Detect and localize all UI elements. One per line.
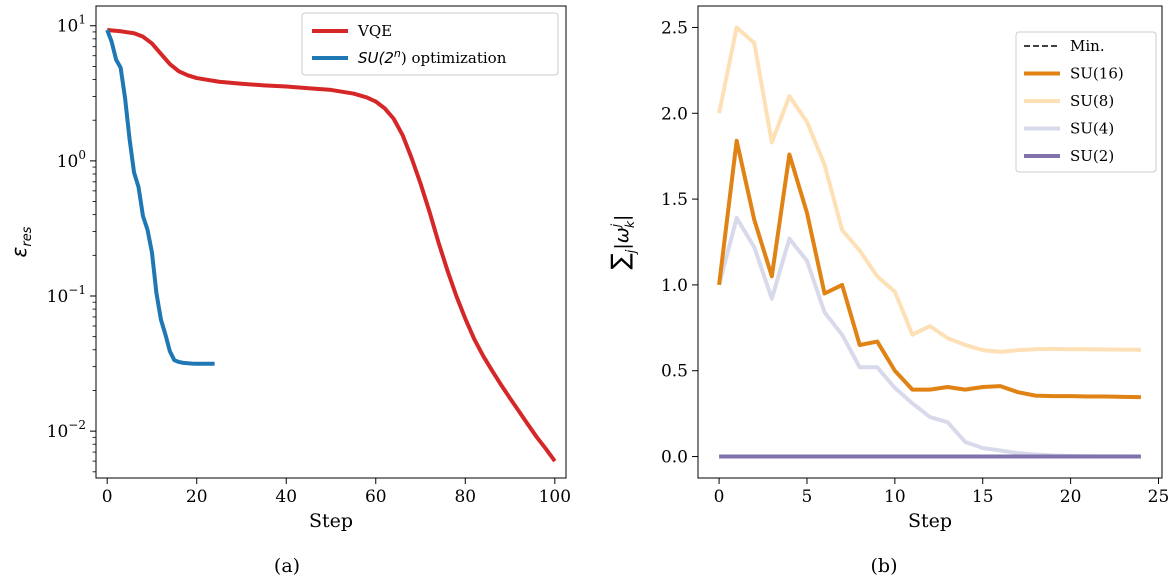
x-axis-label-b: Step [908,510,952,532]
x-tick-label-a: 80 [454,487,476,507]
series-line-b-su8 [717,25,1141,354]
legend-label-b: SU(4) [1070,120,1114,138]
y-label-body-sub: k [623,220,637,228]
y-label-body-sup: j [609,223,623,229]
y-tick-label-a: 10−2 [47,418,86,442]
panel-caption-b: (b) [871,555,898,577]
y-tick-base: 10 [47,422,69,442]
legend-label-prefix: SU(2 [358,49,394,67]
series-line-a-vqe [107,28,557,463]
y-label-subscript: res [20,226,35,246]
x-tick-label-b: 10 [884,487,906,507]
x-tick-label-b: 15 [972,487,994,507]
legend-label-b: Min. [1070,37,1105,55]
x-tick-label-a: 100 [539,487,571,507]
panel-caption-a: (a) [274,555,300,577]
legend-label-b: SU(8) [1070,92,1114,110]
plot-frame-b [697,5,1163,479]
legend-label-b: SU(16) [1070,65,1124,83]
x-tick-label-b: 25 [1148,487,1168,507]
y-tick-label-b: 1.5 [661,190,688,210]
y-tick-exponent: −1 [68,283,86,297]
legend-label-b: SU(2) [1070,147,1114,165]
x-tick-label-a: 20 [186,487,208,507]
legend-label-suffix: ) optimization [401,49,507,67]
x-tick-label-b: 20 [1060,487,1082,507]
series-line-b-su4 [717,215,1141,459]
y-tick-base: 10 [47,287,69,307]
x-tick-label-a: 0 [102,487,113,507]
y-label-body: |ω [611,227,633,249]
y-label-symbol: ε [7,246,31,257]
y-axis-label-a: εres [7,226,35,257]
x-tick-label-b: 0 [714,487,725,507]
x-tick-label-a: 60 [365,487,387,507]
y-tick-label-a: 100 [57,148,86,172]
plot-frame-a [95,5,567,479]
y-tick-label-a: 101 [57,13,86,37]
y-tick-exponent: −2 [68,418,86,432]
legend-box-b [1015,31,1157,173]
series-line-b-su16 [717,138,1141,400]
x-axis-label-a: Step [309,510,353,532]
x-tick-label-b: 5 [802,487,813,507]
legend-label-sup: n [394,47,401,60]
y-tick-base: 10 [57,152,79,172]
y-tick-label-a: 10−1 [47,283,86,307]
y-tick-label-b: 2.0 [661,104,688,124]
y-tick-label-b: 2.5 [661,18,688,38]
panel-a-chart: 0 20 40 60 80 10010−210−1100101StepεresVQESU(… [7,5,571,577]
y-tick-label-b: 0.5 [661,362,688,382]
y-axis-label-b: ∑j|ωjk| [606,215,639,270]
y-tick-label-b: 0.0 [661,448,688,468]
y-label-close: | [611,215,633,221]
panel-b-chart: 0 5 10 15 20 250.00.51.01.52.02.5Step∑j|ωjk|M… [606,5,1168,577]
legend-box-a [301,12,559,76]
y-label-sum-sub: j [624,249,639,255]
legend-label-a: VQE [357,22,392,40]
y-tick-exponent: 0 [78,148,86,162]
x-tick-label-a: 40 [275,487,297,507]
legend-label-a: SU(2n) optimization [358,47,507,67]
y-tick-exponent: 1 [78,13,86,27]
y-tick-label-b: 1.0 [661,276,688,296]
y-tick-base: 10 [57,17,79,37]
series-line-a-su2n [105,29,215,366]
y-label-sum: ∑ [606,253,634,269]
